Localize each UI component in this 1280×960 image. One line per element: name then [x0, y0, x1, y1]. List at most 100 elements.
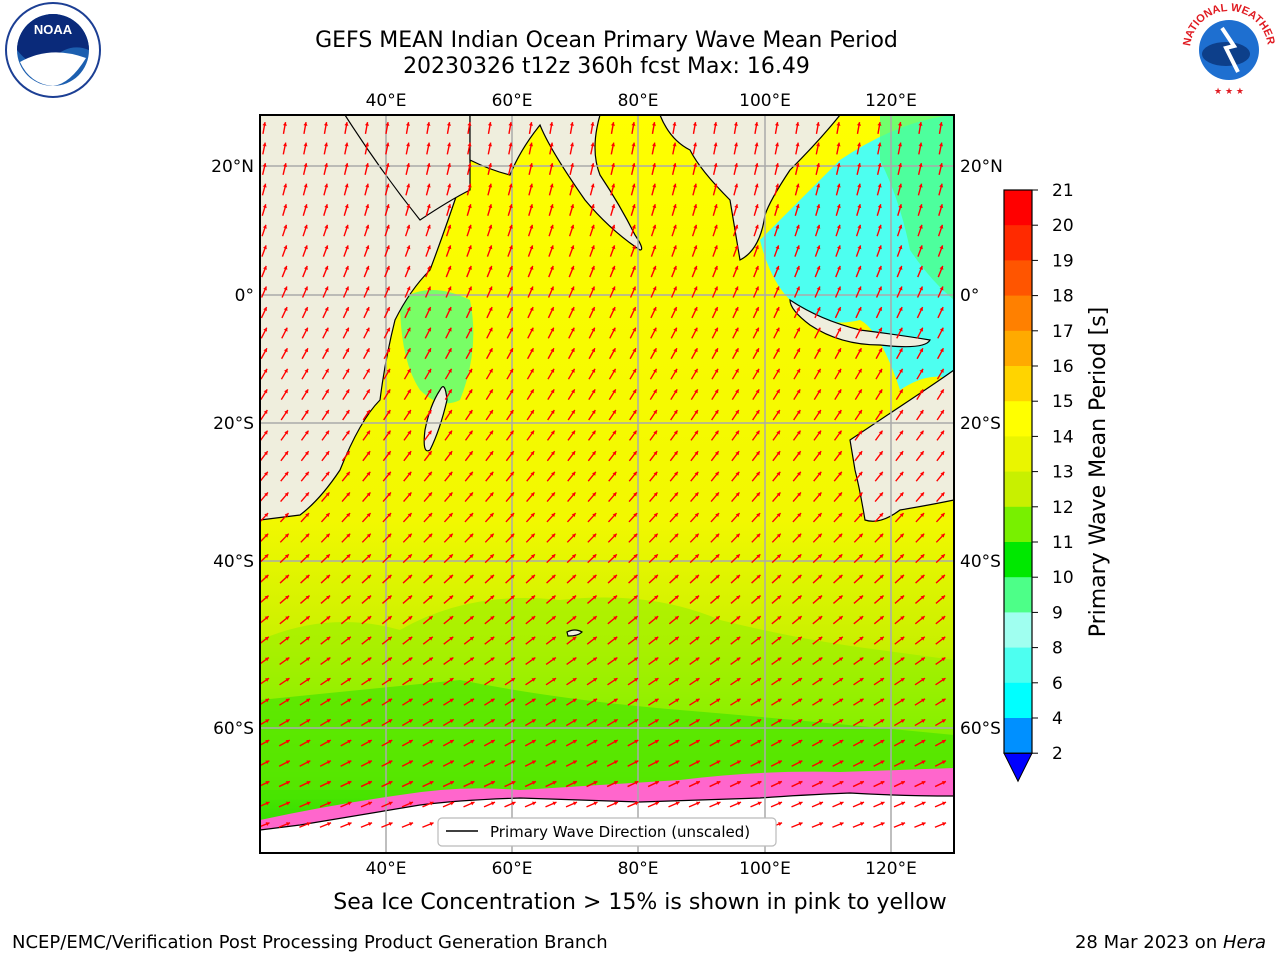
wave-arrow-head	[733, 122, 738, 126]
wave-arrow-head	[509, 307, 513, 312]
wave-arrow-head	[550, 327, 555, 332]
wave-arrow-head	[427, 389, 432, 394]
wave-arrow-head	[819, 822, 824, 826]
wave-arrow-head	[920, 513, 925, 517]
wave-arrow-head	[592, 595, 597, 600]
wave-arrow-head	[797, 574, 802, 579]
wave-arrow-head	[612, 410, 616, 415]
wave-arrow-head	[448, 389, 452, 394]
wave-arrow-head	[713, 245, 718, 250]
wave-arrow-head	[304, 368, 309, 373]
wave-arrow-head	[490, 739, 495, 744]
wave-arrow-head	[654, 574, 658, 579]
wave-arrow-head	[283, 265, 288, 270]
wave-arrow-head	[631, 204, 636, 209]
wave-arrow-head	[797, 492, 801, 497]
wave-arrow-head	[591, 389, 596, 394]
wave-arrow-head	[551, 595, 556, 600]
wave-arrow-head	[303, 204, 308, 209]
wave-arrow-head	[859, 636, 864, 641]
wave-arrow-head	[634, 781, 639, 785]
wave-arrow-head	[262, 142, 267, 147]
wave-arrow-head	[716, 801, 721, 806]
wave-arrow-head	[306, 801, 311, 806]
wave-arrow-head	[655, 801, 659, 806]
wave-arrow-head	[531, 781, 536, 785]
wave-arrow-head	[918, 122, 923, 126]
wave-arrow-head	[326, 760, 331, 765]
wave-arrow-head	[798, 822, 803, 826]
wave-arrow-head	[591, 265, 595, 270]
wave-arrow-head	[509, 430, 514, 435]
wave-arrow-head	[571, 492, 576, 497]
wave-arrow-head	[325, 430, 329, 435]
wave-arrow-head	[734, 286, 739, 291]
wave-arrow-head	[366, 492, 371, 497]
wave-arrow-head	[713, 183, 718, 188]
wave-arrow-head	[489, 533, 494, 538]
wave-arrow-head	[754, 163, 759, 167]
wave-arrow-head	[673, 368, 678, 373]
wave-arrow-head	[552, 698, 557, 703]
wave-arrow-head	[509, 451, 514, 456]
wave-arrow-head	[857, 348, 862, 353]
wave-arrow-head	[755, 451, 760, 456]
wave-arrow-head	[880, 781, 885, 785]
wave-arrow-head	[675, 801, 680, 806]
wave-arrow-head	[569, 122, 574, 126]
wave-arrow-head	[653, 471, 658, 476]
wave-arrow-head	[325, 451, 330, 456]
wave-arrow-head	[795, 245, 800, 250]
wave-arrow-head	[429, 822, 434, 826]
wave-arrow-head	[652, 204, 657, 209]
wave-arrow-head	[324, 163, 329, 167]
wave-arrow-head	[693, 142, 698, 147]
wave-arrow-head	[550, 430, 555, 435]
wave-arrow-head	[818, 781, 823, 785]
wave-arrow-head	[469, 533, 474, 538]
wave-arrow-head	[489, 410, 493, 415]
wave-arrow-head	[672, 142, 677, 147]
colorbar-tick-label: 2	[1052, 744, 1063, 764]
wave-arrow-head	[427, 430, 432, 435]
lon-label: 120°E	[865, 859, 917, 879]
lat-label: 60°S	[960, 719, 1001, 739]
wave-arrow-head	[488, 286, 493, 291]
wave-arrow-head	[736, 636, 741, 641]
wave-arrow-head	[631, 142, 636, 147]
wave-arrow-head	[734, 163, 739, 167]
wave-arrow-head	[839, 781, 844, 785]
wave-arrow-head	[735, 533, 740, 538]
wave-arrow-head	[468, 348, 473, 353]
wave-arrow-head	[386, 265, 390, 270]
wave-arrow-head	[509, 389, 514, 394]
wave-arrow-head	[757, 801, 762, 806]
wave-arrow-head	[652, 142, 657, 147]
wave-arrow-head	[756, 616, 761, 620]
wave-arrow-head	[285, 574, 289, 579]
wave-arrow-head	[408, 616, 413, 620]
wave-arrow-head	[818, 595, 823, 600]
wave-arrow-head	[634, 801, 639, 806]
wave-arrow-head	[591, 327, 596, 332]
wave-arrow-head	[326, 781, 331, 785]
wave-arrow-head	[365, 204, 370, 209]
wave-arrow-head	[551, 533, 556, 538]
wave-arrow-head	[816, 348, 821, 353]
wave-arrow-head	[387, 678, 392, 682]
wave-arrow-head	[387, 616, 392, 620]
wave-arrow-head	[899, 471, 904, 476]
wave-arrow-head	[508, 204, 513, 209]
wave-arrow-head	[880, 739, 885, 744]
lon-label: 100°E	[739, 859, 791, 879]
wave-arrow-head	[898, 286, 903, 291]
wave-arrow-head	[406, 307, 411, 312]
wave-arrow-head	[798, 698, 803, 703]
wave-arrow-head	[879, 471, 883, 476]
wave-arrow-head	[736, 595, 741, 600]
wave-arrow-head	[572, 719, 577, 723]
wave-arrow-head	[388, 801, 393, 806]
wave-arrow-head	[489, 471, 494, 476]
wave-arrow-head	[899, 451, 904, 456]
wave-arrow-head	[529, 204, 534, 209]
